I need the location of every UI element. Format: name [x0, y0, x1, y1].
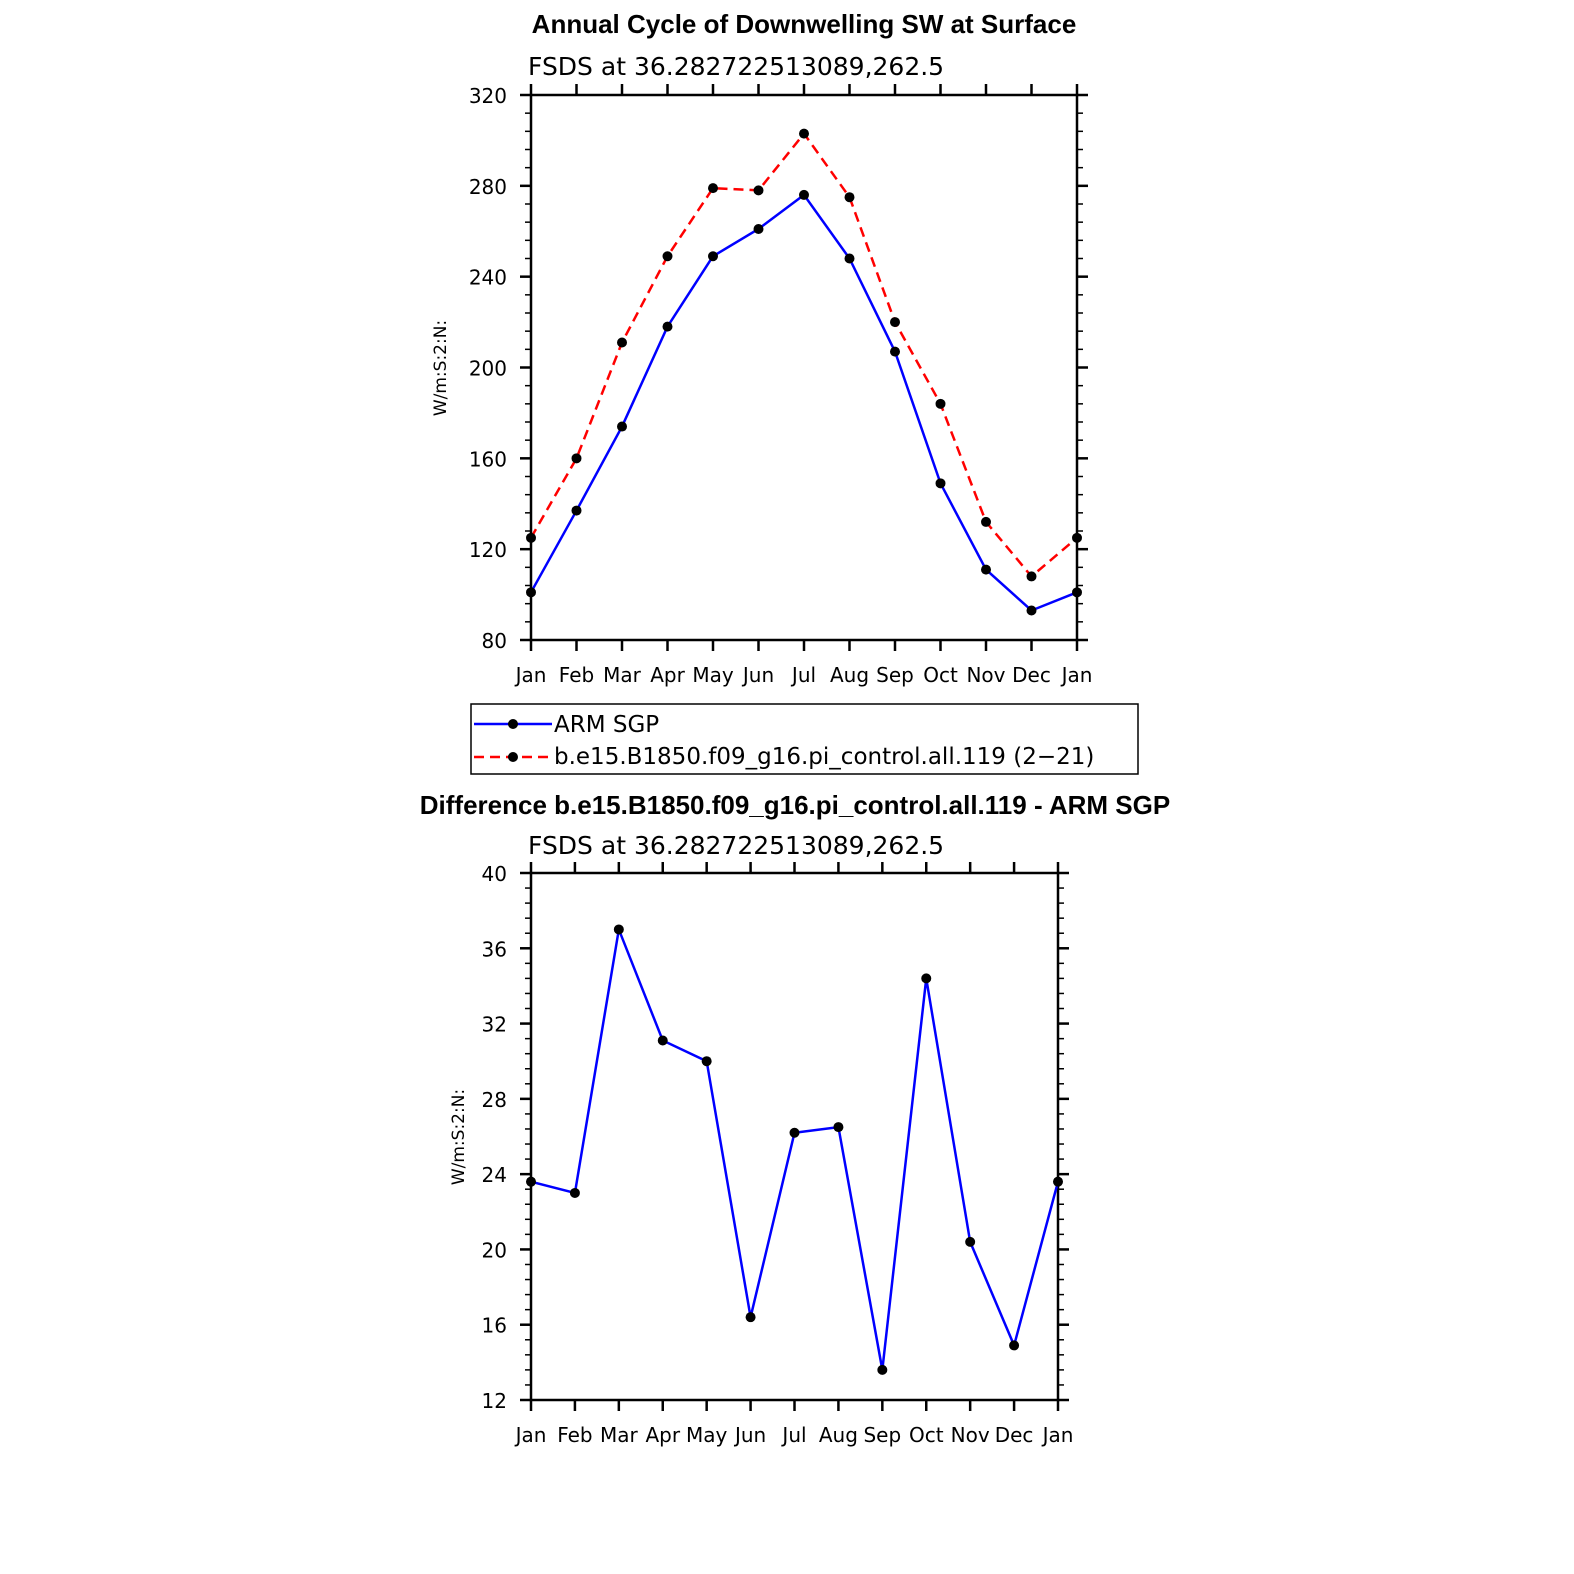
chart2-y-tick-label: 24 — [482, 1163, 507, 1187]
chart1-y-tick-label: 200 — [469, 357, 507, 381]
chart1-x-tick-label: Oct — [923, 663, 958, 687]
chart1-series-1-point — [1026, 605, 1037, 616]
chart1-series-1-point — [662, 321, 673, 332]
chart2-x-tick-label: Dec — [995, 1423, 1034, 1447]
chart1-x-tick-label: Jul — [790, 663, 816, 687]
chart2-series-1-point — [965, 1236, 976, 1247]
chart2-x-tick-label: Jan — [1041, 1423, 1074, 1447]
chart1-series-1-point — [799, 189, 809, 200]
chart2-x-tick-label: Mar — [600, 1423, 639, 1447]
chart2-series-1-point — [833, 1122, 844, 1133]
chart1-plot-frame — [529, 93, 1079, 642]
chart2-series-1-point — [877, 1364, 888, 1375]
chart1-series-1-point — [844, 253, 855, 264]
chart1-series-2-point — [844, 192, 855, 203]
chart1-y-tick-label: 120 — [469, 538, 507, 562]
chart2-y-tick-label: 28 — [482, 1088, 507, 1112]
chart2-series-1-point — [569, 1187, 580, 1198]
chart2-y-tick-label: 32 — [482, 1013, 507, 1037]
chart1-series-1-point — [753, 223, 764, 234]
chart2-x-tick-label: Jul — [780, 1423, 806, 1447]
chart1-x-tick-label: Mar — [603, 663, 642, 687]
chart1-ylabel: W/m:S:2:N: — [431, 320, 451, 416]
chart1-series-2-line — [529, 131, 1078, 579]
chart2-series-1-point — [921, 973, 932, 984]
chart1-y-tick-label: 240 — [469, 266, 507, 290]
chart1-series-1-point — [526, 587, 536, 598]
chart1-series-2-point — [526, 532, 536, 543]
chart2-x-tick-label: May — [686, 1423, 728, 1447]
chart1-series-2-point — [571, 453, 582, 464]
chart1-series-1-point — [935, 478, 946, 489]
chart2-x-tick-label: Feb — [557, 1423, 592, 1447]
chart1-series-2-point — [890, 317, 900, 328]
chart2-x-tick-label: Jun — [733, 1423, 766, 1447]
chart2-series-1-point — [526, 1176, 536, 1187]
chart1-series-1-point — [571, 505, 582, 516]
chart1-series-1-point — [1072, 587, 1082, 598]
chart1-series-2-point — [1072, 532, 1082, 543]
chart2-subtitle: FSDS at 36.282722513089,262.5 — [528, 831, 944, 860]
chart1-series-2-point — [799, 128, 809, 139]
chart1-series-1-point — [708, 251, 718, 262]
chart1-series-2-point — [662, 251, 673, 262]
chart1-series-2-point — [1026, 571, 1037, 582]
chart1-x-tick-label: Jan — [514, 663, 547, 687]
chart1-series-1-line — [529, 193, 1078, 612]
chart2-x-tick-label: Apr — [645, 1423, 680, 1447]
chart2-series-1-point — [1009, 1340, 1020, 1351]
chart2-x-tick-label: Oct — [909, 1423, 944, 1447]
chart1-x-tick-label: Apr — [650, 663, 685, 687]
chart1-x-tick-label: Aug — [830, 663, 869, 687]
chart2-x-tick-label: Aug — [819, 1423, 858, 1447]
chart1-title: Annual Cycle of Downwelling SW at Surfac… — [532, 9, 1077, 39]
chart1-y-tick-label: 80 — [482, 629, 507, 653]
chart2-y-tick-label: 36 — [482, 937, 507, 961]
chart1-x-tick-label: Nov — [966, 663, 1005, 687]
chart2-y-tick-label: 12 — [482, 1389, 507, 1413]
chart1-x-tick-label: Feb — [559, 663, 594, 687]
chart2-ylabel: W/m:S:2:N: — [449, 1089, 469, 1185]
chart2-title: Difference b.e15.B1850.f09_g16.pi_contro… — [420, 790, 1170, 820]
chart2-series-1-line — [530, 924, 1060, 1371]
chart1-series-2-point — [617, 337, 627, 348]
chart2-series-1-point — [657, 1035, 668, 1046]
chart1-series-2-point — [753, 185, 764, 196]
chart2-x-tick-label: Sep — [863, 1423, 901, 1447]
chart1-y-tick-label: 320 — [469, 84, 507, 108]
chart1-x-tick-label: Sep — [876, 663, 914, 687]
chart2-series-1-point — [1053, 1176, 1063, 1187]
chart1-series-1-point — [981, 564, 991, 575]
chart2-y-tick-label: 40 — [482, 862, 507, 886]
chart1-series-1-point — [617, 421, 627, 432]
chart2-x-tick-label: Nov — [951, 1423, 990, 1447]
chart1-x-tick-label: Jan — [1060, 663, 1093, 687]
chart1-x-tick-label: May — [692, 663, 734, 687]
chart1-series-2-point — [708, 183, 718, 194]
legend-entry-model: b.e15.B1850.f09_g16.pi_control.all.119 (… — [554, 744, 1094, 770]
chart1-series-1-point — [890, 346, 900, 357]
chart1-y-tick-label: 160 — [469, 447, 507, 471]
chart1-subtitle: FSDS at 36.282722513089,262.5 — [528, 52, 944, 81]
chart1-x-tick-label: Dec — [1012, 663, 1051, 687]
chart2-series-1-point — [613, 924, 624, 935]
chart2-x-tick-label: Jan — [514, 1423, 547, 1447]
chart1-legend: ARM SGP b.e15.B1850.f09_g16.pi_control.a… — [470, 703, 1139, 775]
chart2-series-1-point — [789, 1127, 800, 1138]
chart1-x-tick-label: Jun — [741, 663, 774, 687]
chart1-y-tick-label: 280 — [469, 175, 507, 199]
chart2-series-1-point — [745, 1312, 756, 1323]
chart2-y-tick-label: 20 — [482, 1238, 507, 1262]
chart1-series-2-point — [981, 516, 991, 527]
chart1-series-2-point — [935, 398, 946, 409]
legend-entry-arm-sgp: ARM SGP — [554, 712, 659, 738]
chart2-series-1-point — [701, 1056, 712, 1067]
chart2-y-tick-label: 16 — [482, 1314, 507, 1338]
